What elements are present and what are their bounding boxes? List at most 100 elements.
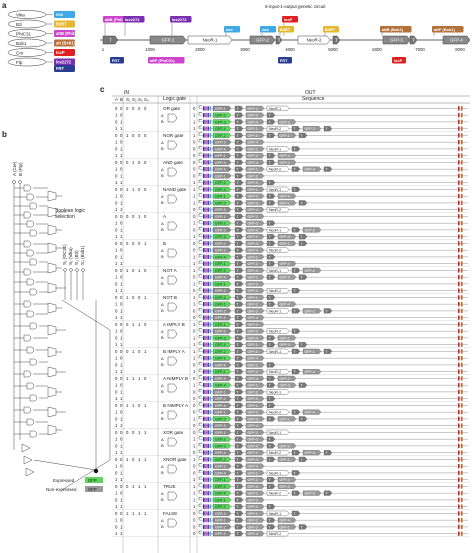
site-tick [209, 227, 212, 233]
selector-s1: S₁ (ΦC31) [62, 244, 67, 265]
sequence-part-label: GFP-1 [248, 384, 258, 388]
circuit-part [332, 35, 341, 45]
cell-a: 1 [115, 275, 118, 280]
sequence-part-label: T [237, 492, 240, 496]
cell-a: 0 [115, 119, 118, 124]
circuit-part-label: GFP-4 [450, 38, 463, 43]
gfp-part [212, 335, 232, 341]
sequence-part-label: T [237, 195, 240, 199]
site-tick [205, 349, 207, 354]
site-tick [207, 409, 209, 415]
promoter-arrow [198, 139, 202, 143]
site-tick [205, 511, 207, 516]
sequence-part [277, 119, 297, 125]
site-tick [203, 328, 205, 334]
sequence-part [245, 301, 265, 307]
neor-part-label: NeoR-2 [269, 127, 281, 131]
gate-name: NOT B [163, 295, 177, 300]
site-tick [458, 396, 460, 401]
promoter-arrow [198, 193, 202, 197]
site-tick [203, 524, 205, 530]
cell-a: 1 [115, 234, 118, 239]
cell-a: 1 [115, 248, 118, 253]
gate-input-b: B [161, 335, 164, 340]
cell-selector: 0 [126, 241, 129, 246]
cell-output: 0 [193, 389, 196, 394]
site-tick [458, 342, 460, 347]
gate-input-b: B [161, 497, 164, 502]
logic-gate-symbol [23, 406, 32, 414]
promoter-arrow [198, 294, 202, 298]
site-tick [205, 382, 207, 388]
sequence-part-label: T [269, 242, 272, 246]
sequence-part-label: GFP-4 [248, 228, 258, 232]
neor-part-label: NeoR-2 [269, 289, 281, 293]
gfp-part-label: GFP-4 [215, 255, 226, 259]
mux-block [47, 346, 57, 358]
sequence-part-label: T [269, 303, 272, 307]
cell-selector: 1 [144, 511, 147, 516]
gfp-part [212, 200, 232, 206]
promoter-arrow [198, 517, 202, 521]
gate-name: A IMPLY B [163, 322, 185, 327]
sequence-part [302, 227, 322, 233]
site-chip [224, 26, 240, 33]
cell-selector: 1 [144, 403, 147, 408]
site-tick [458, 315, 460, 320]
sequence-part-label: T [237, 309, 240, 313]
site-tick [209, 261, 212, 266]
sequence-part-label: T [237, 161, 240, 165]
site-tick [209, 153, 212, 158]
site-tick [205, 396, 207, 401]
sequence-part-label: T [237, 451, 240, 455]
site-tick [209, 484, 212, 489]
cell-a: 0 [115, 524, 118, 529]
site-chip-label: loxP [56, 50, 65, 55]
cell-selector: 0 [144, 322, 147, 327]
site-tick [461, 511, 463, 516]
site-tick [207, 376, 209, 381]
sequence-part-label: T [237, 154, 240, 158]
site-tick [209, 322, 212, 327]
column-header: S₂ [132, 97, 137, 102]
cell-selector: 1 [138, 511, 141, 516]
site-tick [461, 227, 463, 233]
site-tick [461, 133, 463, 138]
sequence-part-label: T [237, 323, 240, 327]
cell-b: 1 [120, 369, 123, 374]
sequence-part-label: T [294, 330, 297, 334]
site-chip-label: attP (PhiC31) [150, 58, 175, 63]
sequence-part [266, 234, 276, 240]
cell-b: 0 [120, 268, 123, 273]
circuit-part [249, 35, 276, 45]
cell-output: 0 [193, 464, 196, 469]
gate-symbol [167, 491, 177, 501]
sequence-part [277, 477, 297, 483]
mux-block [47, 206, 57, 218]
site-tick [458, 416, 460, 422]
sequence-part-label: T [269, 276, 272, 280]
gfp-part-label: GFP-3 [215, 444, 226, 448]
sequence-part-label: GFP-3 [280, 343, 290, 347]
site-tick [207, 308, 209, 314]
sequence-part [277, 200, 297, 206]
site-tick [203, 335, 205, 341]
column-headers: A B S₁ S₂ S₃ S₄ [112, 95, 470, 104]
site-tick [203, 322, 205, 327]
sequence-part-label: T [237, 174, 240, 178]
cell-b: 1 [120, 315, 123, 320]
sequence-part [323, 490, 333, 496]
nonexpressed-gfp-tag: GFP [88, 487, 97, 492]
sequence-part [245, 207, 265, 213]
cell-a: 0 [115, 187, 118, 192]
neor-part-label: NeoR-1 [269, 147, 281, 151]
sequence-part-label: T [269, 235, 272, 239]
site-tick [461, 180, 463, 185]
site-tick [458, 119, 460, 125]
cell-b: 0 [120, 275, 123, 280]
gate-input-b: B [161, 389, 164, 394]
sequence-part-label: T [237, 215, 240, 219]
site-tick [458, 247, 460, 253]
sequence-part [245, 159, 265, 165]
